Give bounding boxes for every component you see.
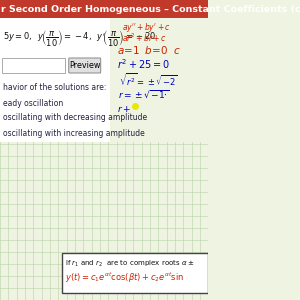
Text: havior of the solutions are:: havior of the solutions are: [3,83,106,92]
FancyBboxPatch shape [69,58,101,73]
Text: r Second Order Homogeneous – Constant Coefficients (comp: r Second Order Homogeneous – Constant Co… [2,4,300,14]
FancyBboxPatch shape [0,0,110,142]
FancyBboxPatch shape [62,253,208,293]
Text: eady oscillation: eady oscillation [3,98,63,107]
FancyBboxPatch shape [0,0,208,18]
Text: oscillating with decreasing amplitude: oscillating with decreasing amplitude [3,113,147,122]
Text: $ay'' + by' + c$: $ay'' + by' + c$ [122,22,171,34]
Text: $5y = 0,\;\; y\!\left(\dfrac{\pi}{10}\right) = -4,\;\; y'\!\left(\dfrac{\pi}{10}: $5y = 0,\;\; y\!\left(\dfrac{\pi}{10}\ri… [3,28,156,48]
Text: $r = \pm\sqrt{-1{\cdot}}$: $r = \pm\sqrt{-1{\cdot}}$ [118,88,170,100]
Text: If $r_1$ and $r_2$  are to complex roots $\alpha \pm$: If $r_1$ and $r_2$ are to complex roots … [65,259,195,269]
Text: $r^2 + 25 = 0$: $r^2 + 25 = 0$ [117,57,170,71]
Text: $y(t) = c_1 e^{\alpha t}\cos(\beta t) + c_2 e^{\alpha t}\mathrm{sin}$: $y(t) = c_1 e^{\alpha t}\cos(\beta t) + … [65,271,184,285]
Text: $ar^2 + br + c$: $ar^2 + br + c$ [122,32,166,44]
Text: $r +$: $r +$ [117,104,131,114]
Text: Preview: Preview [69,61,100,70]
Text: $\sqrt{r^2} = \pm\sqrt{-2}$: $\sqrt{r^2} = \pm\sqrt{-2}$ [119,71,178,89]
Text: $a\!=\!1\;\; b\!=\!0\;\; c$: $a\!=\!1\;\; b\!=\!0\;\; c$ [117,44,180,56]
FancyBboxPatch shape [2,58,64,73]
Text: oscillating with increasing amplitude: oscillating with increasing amplitude [3,128,145,137]
FancyBboxPatch shape [110,0,208,142]
